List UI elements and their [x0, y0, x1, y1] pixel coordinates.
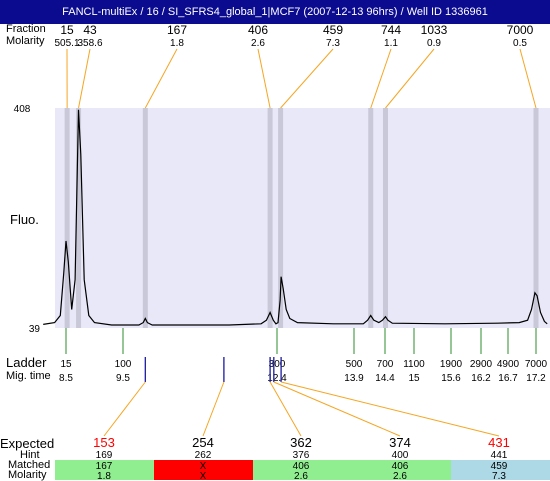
peak-band	[65, 108, 70, 328]
molarity-value: 2.6	[393, 471, 407, 480]
marker-connector	[281, 382, 499, 436]
hint-value: 400	[392, 450, 409, 461]
peak-band	[268, 108, 273, 328]
peak-connector	[79, 49, 90, 108]
peak-connector	[385, 49, 434, 108]
marker-connector	[104, 382, 145, 436]
ladder-size-label: 7000	[525, 359, 548, 370]
peak-molarity-label: 0.9	[427, 38, 441, 49]
peak-connector	[520, 49, 536, 108]
hint-value: 169	[96, 450, 113, 461]
ladder-size-label: 100	[115, 359, 132, 370]
peak-molarity-label: 1.8	[170, 38, 184, 49]
ladder-time-label: 16.2	[471, 373, 491, 384]
expected-value: 431	[488, 435, 510, 450]
peak-size-label: 43	[83, 23, 97, 37]
peak-molarity-label: 0.5	[513, 38, 527, 49]
marker-connector	[270, 382, 301, 436]
expected-value: 374	[389, 435, 411, 450]
peak-size-label: 406	[248, 23, 268, 37]
molarity-value: 2.6	[294, 471, 308, 480]
ladder-time-label: 13.9	[344, 373, 364, 384]
peak-size-label: 15	[60, 23, 74, 37]
peak-size-label: 459	[323, 23, 343, 37]
molarity-value: 1.8	[97, 471, 111, 480]
peak-molarity-label: 358.6	[77, 38, 102, 49]
ladder-time-label: 9.5	[116, 373, 130, 384]
peak-molarity-label: 7.3	[326, 38, 340, 49]
ladder-time-label: 15.6	[441, 373, 461, 384]
ladder-size-label: 500	[346, 359, 363, 370]
ladder-size-label: 700	[377, 359, 394, 370]
peak-connector	[371, 49, 391, 108]
marker-connector	[274, 382, 400, 436]
hint-value: 376	[293, 450, 310, 461]
expected-value: 153	[93, 435, 115, 450]
ladder-size-label: 2900	[470, 359, 493, 370]
marker-connector	[203, 382, 224, 436]
y-tick-label: 39	[29, 324, 41, 335]
peak-size-label: 1033	[421, 23, 448, 37]
hint-value: 441	[491, 450, 508, 461]
peak-molarity-label: 1.1	[384, 38, 398, 49]
molarity-value: X	[200, 471, 207, 480]
peak-connector	[258, 49, 270, 108]
expected-value: 362	[290, 435, 312, 450]
peak-connector	[145, 49, 177, 108]
peak-connector	[281, 49, 333, 108]
ladder-size-label: 15	[60, 359, 72, 370]
peak-size-label: 744	[381, 23, 401, 37]
ladder-size-label: 1100	[403, 359, 425, 370]
ladder-size-label: 1900	[440, 359, 463, 370]
ladder-time-label: 16.7	[498, 373, 518, 384]
ladder-size-label: 300	[269, 359, 286, 370]
ladder-time-label: 15	[408, 373, 420, 384]
plot-area	[55, 108, 550, 328]
peak-band	[383, 108, 388, 328]
peak-band	[368, 108, 373, 328]
ladder-size-label: 4900	[497, 359, 520, 370]
expected-value: 254	[192, 435, 214, 450]
y-tick-label: 408	[14, 104, 31, 115]
peak-band	[143, 108, 148, 328]
ladder-time-label: 8.5	[59, 373, 73, 384]
hint-value: 262	[195, 450, 212, 461]
ladder-time-label: 17.2	[526, 373, 546, 384]
peak-size-label: 167	[167, 23, 187, 37]
peak-size-label: 7000	[507, 23, 534, 37]
peak-molarity-label: 2.6	[251, 38, 265, 49]
peak-molarity-label: 505.1	[54, 38, 79, 49]
ladder-time-label: 14.4	[375, 373, 395, 384]
molarity-value: 7.3	[492, 471, 506, 480]
